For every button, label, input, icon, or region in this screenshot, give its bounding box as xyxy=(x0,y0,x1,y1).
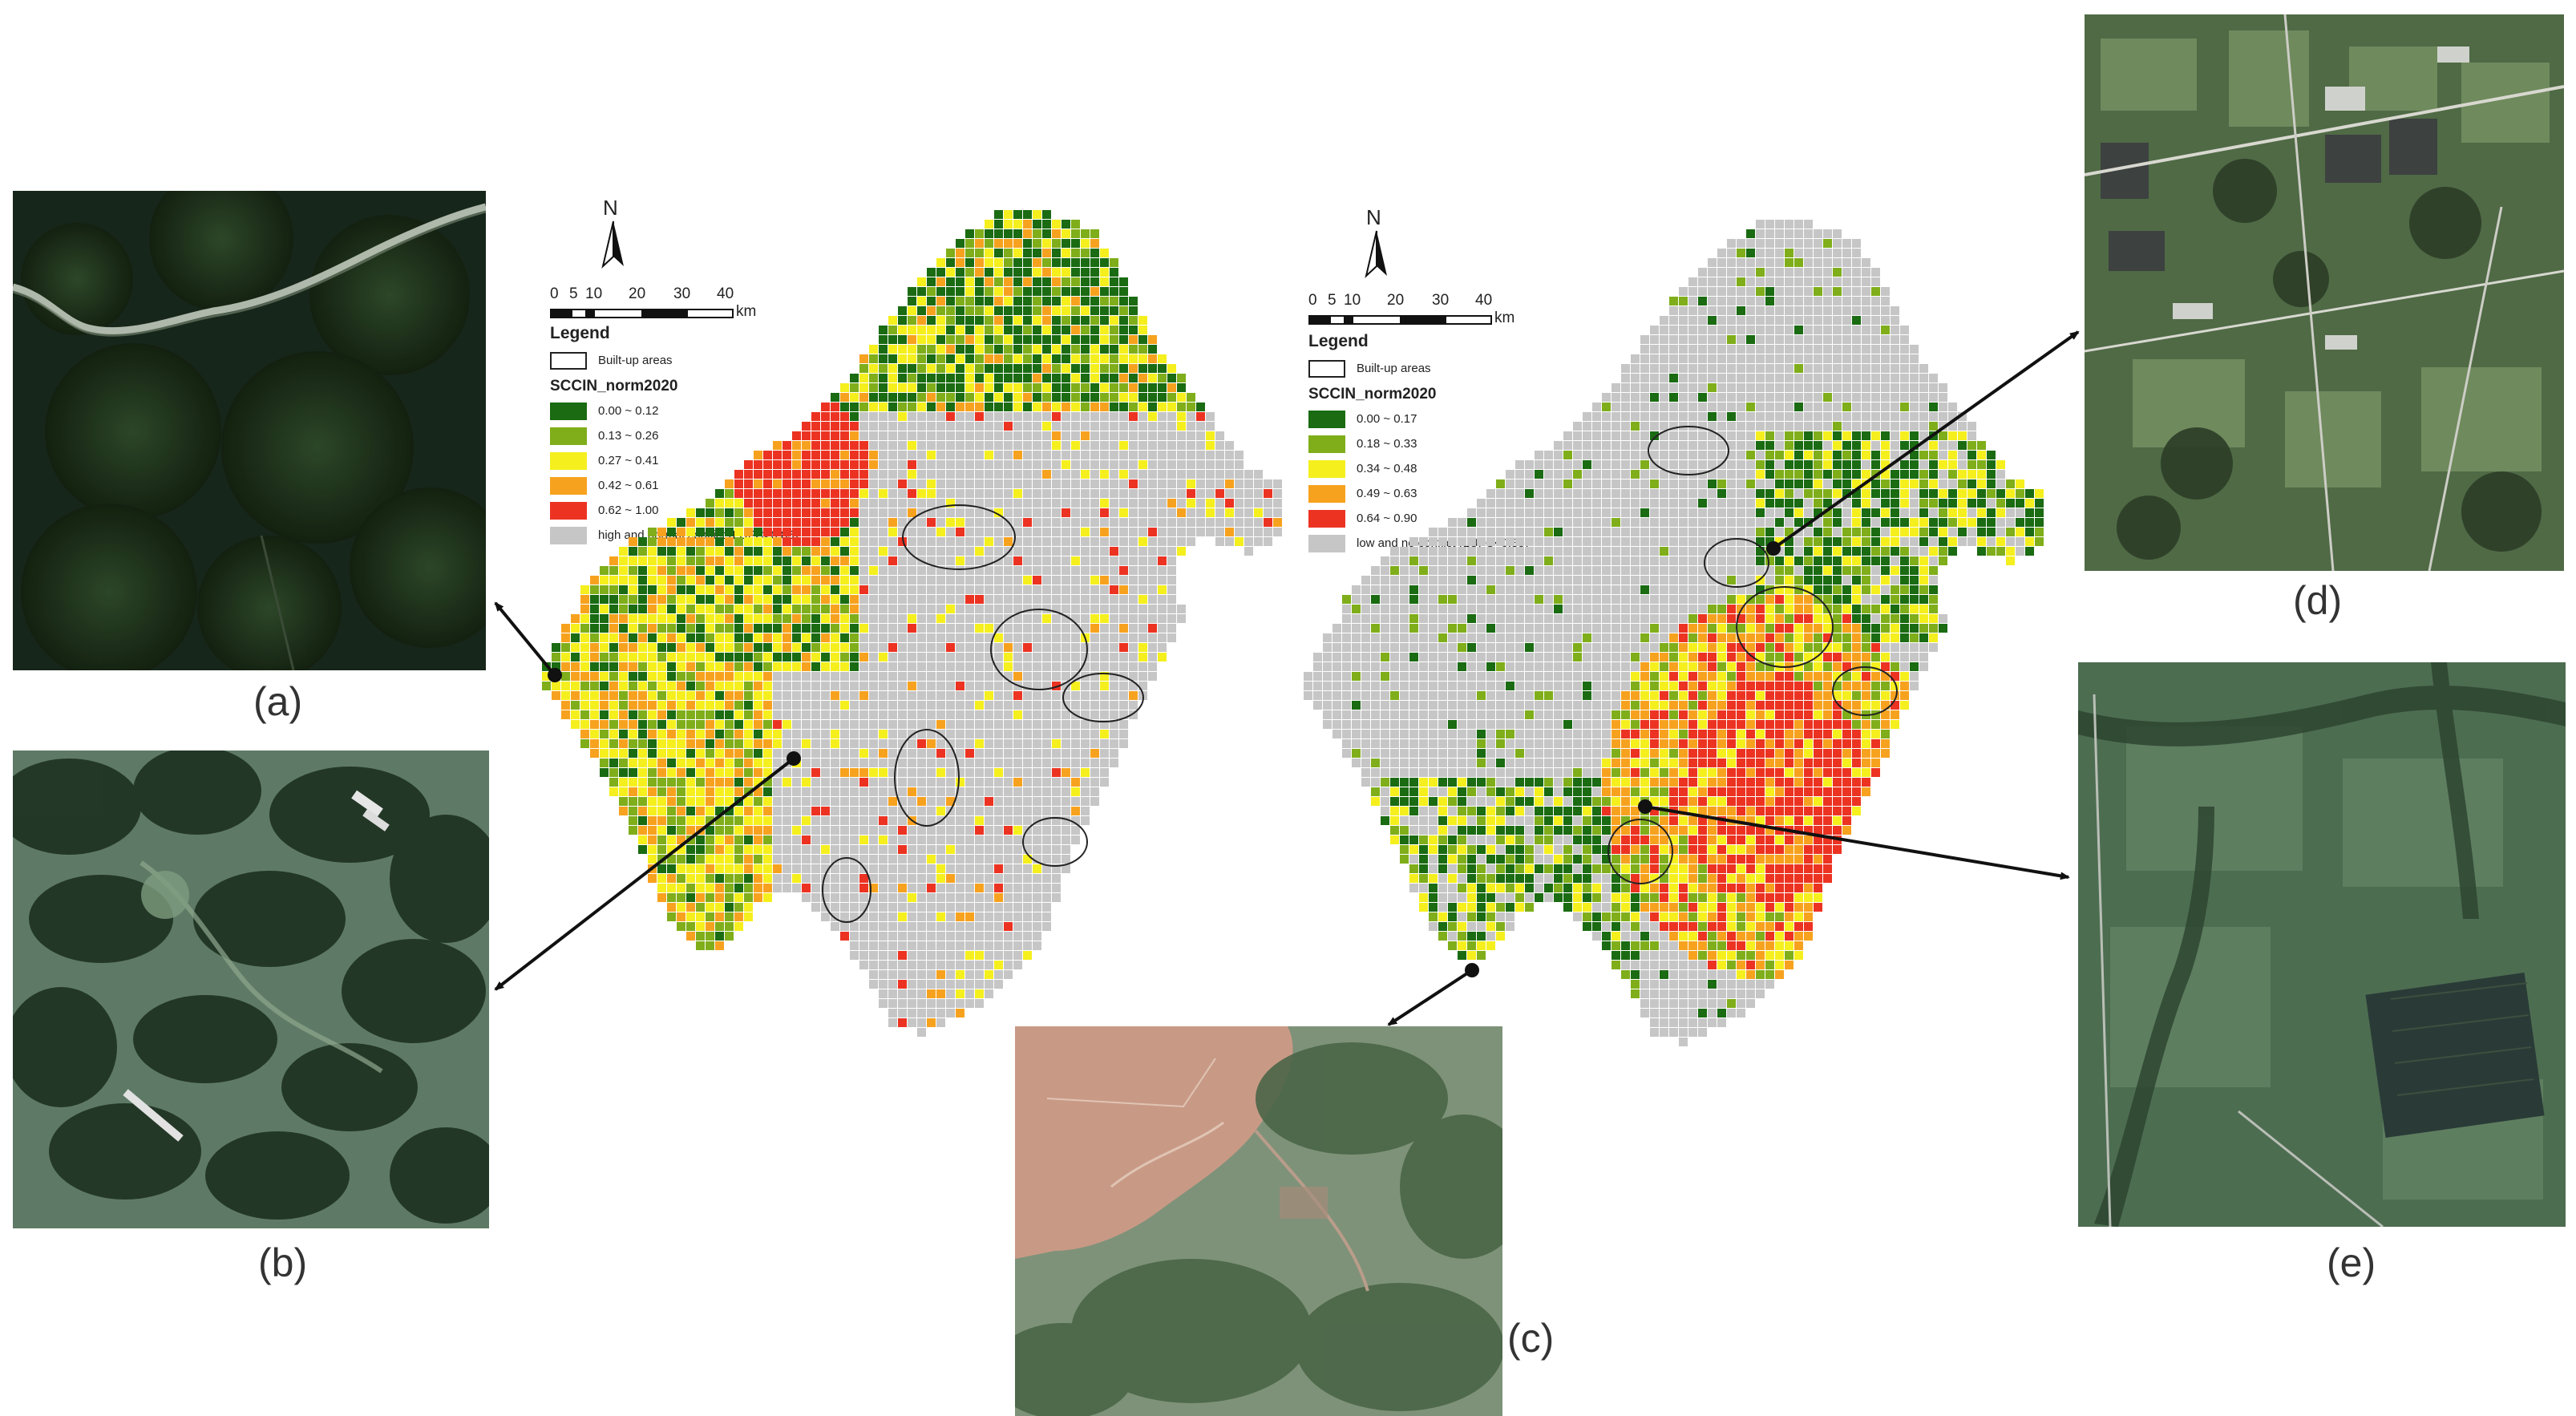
class-label: 0.27 ~ 0.41 xyxy=(598,454,659,467)
scale-bar-right: km xyxy=(1308,309,1517,327)
panel-label-c: (c) xyxy=(1507,1316,1555,1361)
north-arrow-left: N xyxy=(593,196,633,276)
choropleth-map-right xyxy=(1304,210,2057,1084)
grid-cells xyxy=(542,210,1282,1037)
builtup-swatch xyxy=(1308,359,1345,378)
gray-swatch xyxy=(1308,534,1345,552)
legend-class-1-left: 0.00 ~ 0.12 xyxy=(550,399,839,423)
panel-label-e: (e) xyxy=(2327,1240,2376,1285)
class-swatch xyxy=(1308,484,1345,503)
north-label-left: N xyxy=(603,196,618,220)
class-label: 0.42 ~ 0.61 xyxy=(598,479,659,492)
satellite-image-b xyxy=(13,750,489,1228)
index-title-left: SCCIN_norm2020 xyxy=(550,378,678,394)
class-swatch xyxy=(550,451,587,470)
scale-label-10: 10 xyxy=(1344,292,1361,309)
class-label: 0.13 ~ 0.26 xyxy=(598,429,659,443)
index-title-right: SCCIN_norm2020 xyxy=(1308,386,1437,403)
legend-class-3-left: 0.27 ~ 0.41 xyxy=(550,448,839,473)
class-label: 0.18 ~ 0.33 xyxy=(1357,437,1417,451)
legend-class-4-left: 0.42 ~ 0.61 xyxy=(550,473,839,498)
class-label: 0.49 ~ 0.63 xyxy=(1357,487,1417,500)
legend-title-right: Legend xyxy=(1308,332,1369,350)
scale-unit-left: km xyxy=(736,303,757,320)
satellite-image-a xyxy=(13,191,486,670)
class-swatch xyxy=(550,427,587,445)
satellite-image-e xyxy=(2078,662,2566,1227)
satellite-image-d xyxy=(2085,14,2564,571)
grid-cells xyxy=(1304,220,2044,1046)
north-arrow-right: N xyxy=(1357,205,1397,285)
class-label: 0.64 ~ 0.90 xyxy=(1357,512,1417,525)
class-swatch xyxy=(550,501,587,520)
class-label: 0.00 ~ 0.12 xyxy=(598,404,659,418)
satellite-image-c xyxy=(1015,1026,1502,1416)
north-label-right: N xyxy=(1366,205,1381,229)
class-label: 0.00 ~ 0.17 xyxy=(1357,412,1417,426)
class-swatch xyxy=(1308,509,1345,528)
legend-class-2-right: 0.18 ~ 0.33 xyxy=(1308,431,1597,456)
scale-labels-right: 0 5 10 20 30 40 xyxy=(1308,292,1517,313)
scale-label-0: 0 xyxy=(1308,292,1317,309)
class-swatch xyxy=(1308,410,1345,428)
legend-builtup-right: Built-up areas xyxy=(1308,356,1597,381)
legend-class-5-left: 0.62 ~ 1.00 xyxy=(550,498,839,523)
class-label: 0.62 ~ 1.00 xyxy=(598,504,659,517)
builtup-swatch xyxy=(550,351,587,370)
scale-label-5: 5 xyxy=(569,285,578,302)
panel-label-d: (d) xyxy=(2293,578,2343,623)
scale-label-10: 10 xyxy=(585,285,603,302)
class-swatch xyxy=(550,476,587,495)
builtup-outlines xyxy=(1607,426,1898,884)
class-swatch xyxy=(550,402,587,420)
scale-label-30: 30 xyxy=(673,285,691,302)
scale-label-20: 20 xyxy=(1387,292,1405,309)
scale-label-40: 40 xyxy=(717,285,734,302)
scale-label-30: 30 xyxy=(1432,292,1450,309)
scale-label-40: 40 xyxy=(1475,292,1493,309)
legend-right: Legend Built-up areas SCCIN_norm2020 0.0… xyxy=(1308,332,1597,556)
scale-labels-left: 0 5 10 20 30 40 xyxy=(550,285,758,306)
legend-class-1-right: 0.00 ~ 0.17 xyxy=(1308,407,1597,431)
choropleth-map-left xyxy=(542,200,1304,1066)
legend-class-3-right: 0.34 ~ 0.48 xyxy=(1308,456,1597,481)
scale-label-0: 0 xyxy=(550,285,559,302)
class-label: 0.34 ~ 0.48 xyxy=(1357,462,1417,475)
legend-class-5-right: 0.64 ~ 0.90 xyxy=(1308,506,1597,531)
panel-label-a: (a) xyxy=(253,679,303,724)
class-swatch xyxy=(1308,435,1345,453)
scale-bar-left: km xyxy=(549,303,758,321)
legend-class-2-left: 0.13 ~ 0.26 xyxy=(550,423,839,448)
scale-label-20: 20 xyxy=(629,285,646,302)
legend-class-4-right: 0.49 ~ 0.63 xyxy=(1308,481,1597,506)
class-swatch xyxy=(1308,459,1345,478)
builtup-outlines xyxy=(822,504,1144,923)
legend-builtup-left: Built-up areas xyxy=(550,348,839,373)
builtup-label: Built-up areas xyxy=(598,354,673,367)
scale-unit-right: km xyxy=(1494,309,1515,326)
gray-swatch xyxy=(550,526,587,544)
legend-title-left: Legend xyxy=(550,324,610,342)
panel-label-b: (b) xyxy=(258,1240,308,1285)
scale-label-5: 5 xyxy=(1328,292,1337,309)
builtup-label: Built-up areas xyxy=(1357,362,1431,375)
